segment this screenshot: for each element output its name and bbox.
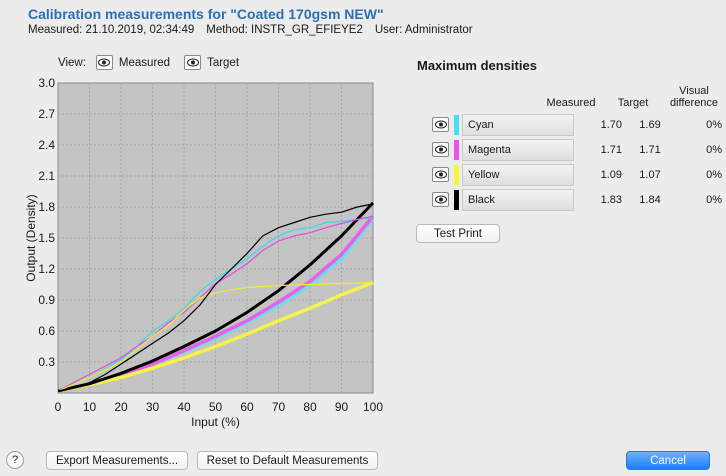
visual-difference-value: 0% [706,169,722,181]
x-tick-label: 80 [303,400,317,414]
y-tick-label: 2.1 [38,169,55,183]
ink-name: Yellow [462,164,574,186]
export-measurements-button[interactable]: Export Measurements... [46,451,188,470]
target-yellow-line [57,280,374,393]
density-row: Cyan 1.70 1.69 0% [432,114,722,136]
measured-toggle-label[interactable]: Measured [118,56,171,69]
x-tick-label: 40 [177,400,191,414]
col-measured: Measured [546,97,596,109]
y-tick-label: 1.2 [38,262,55,276]
density-chart: 0 10 20 30 40 50 60 70 80 90 100 0.3 0.6 0.9 1.2 1.5 1.8… [24,76,383,429]
y-tick-label: 0.6 [38,324,55,338]
color-swatch [454,190,459,210]
user: User: Administrator [374,24,473,36]
measured-magenta-line [57,215,374,392]
target-black-line [57,201,375,393]
color-swatch [454,115,459,135]
row-eye-icon[interactable] [432,167,449,182]
test-print-button[interactable]: Test Print [416,224,500,243]
density-row: Magenta 1.71 1.71 0% [432,139,722,161]
y-tick-label: 0.3 [38,355,55,369]
method: Method: INSTR_GR_EFIEYE2 [206,24,363,36]
measured-value: 1.70 [600,119,622,131]
measured-value: 1.83 [600,194,622,206]
x-tick-label: 20 [114,400,128,414]
x-tick-label: 30 [146,400,160,414]
target-value: 1.71 [639,144,661,156]
density-row: Yellow 1.09 1.07 0% [432,164,722,186]
y-tick-label: 3.0 [38,76,55,90]
y-tick-label: 1.8 [38,200,55,214]
max-densities-title: Maximum densities [417,58,537,73]
col-visual-2: difference [669,97,719,109]
y-tick-label: 1.5 [38,231,55,245]
target-value: 1.69 [639,119,661,131]
visual-difference-value: 0% [706,194,722,206]
x-axis-label: Input (%) [191,415,240,429]
target-eye-icon[interactable] [184,55,202,70]
reset-default-button[interactable]: Reset to Default Measurements [197,451,378,470]
view-toggles: View: Measured Target [58,55,253,70]
x-tick-label: 50 [209,400,223,414]
ink-name: Magenta [462,139,574,161]
visual-difference-value: 0% [706,119,722,131]
col-visual-1: Visual [679,85,709,97]
measured-value: 1.09 [600,169,622,181]
col-target: Target [617,97,649,109]
x-tick-label: 90 [335,400,349,414]
visual-difference-value: 0% [706,144,722,156]
target-toggle-label[interactable]: Target [207,56,240,69]
measured-black-line [57,203,374,392]
row-eye-icon[interactable] [432,142,449,157]
cancel-button[interactable]: Cancel [626,451,710,470]
y-tick-label: 0.9 [38,293,55,307]
row-eye-icon[interactable] [432,192,449,207]
y-axis-label: Output (Density) [24,194,38,281]
ink-name: Black [462,189,574,211]
target-value: 1.84 [639,194,661,206]
view-label: View: [58,56,86,69]
x-tick-label: 0 [55,400,62,414]
measurement-info: Measured: 21.10.2019, 02:34:49 Method: IN… [28,24,485,36]
color-swatch [454,165,459,185]
dialog-title: Calibration measurements for "Coated 170… [28,6,384,22]
measured-eye-icon[interactable] [95,55,113,70]
x-tick-label: 10 [83,400,97,414]
ink-name: Cyan [462,114,574,136]
measured-value: 1.71 [600,144,622,156]
x-tick-label: 100 [363,400,383,414]
density-row: Black 1.83 1.84 0% [432,189,722,211]
help-button[interactable]: ? [6,451,24,469]
measured-date: Measured: 21.10.2019, 02:34:49 [28,24,195,36]
x-tick-label: 70 [272,400,286,414]
target-value: 1.07 [639,169,661,181]
y-tick-label: 2.4 [38,138,55,152]
x-tick-label: 60 [240,400,254,414]
color-swatch [454,140,459,160]
y-tick-label: 2.7 [38,107,55,121]
row-eye-icon[interactable] [432,117,449,132]
